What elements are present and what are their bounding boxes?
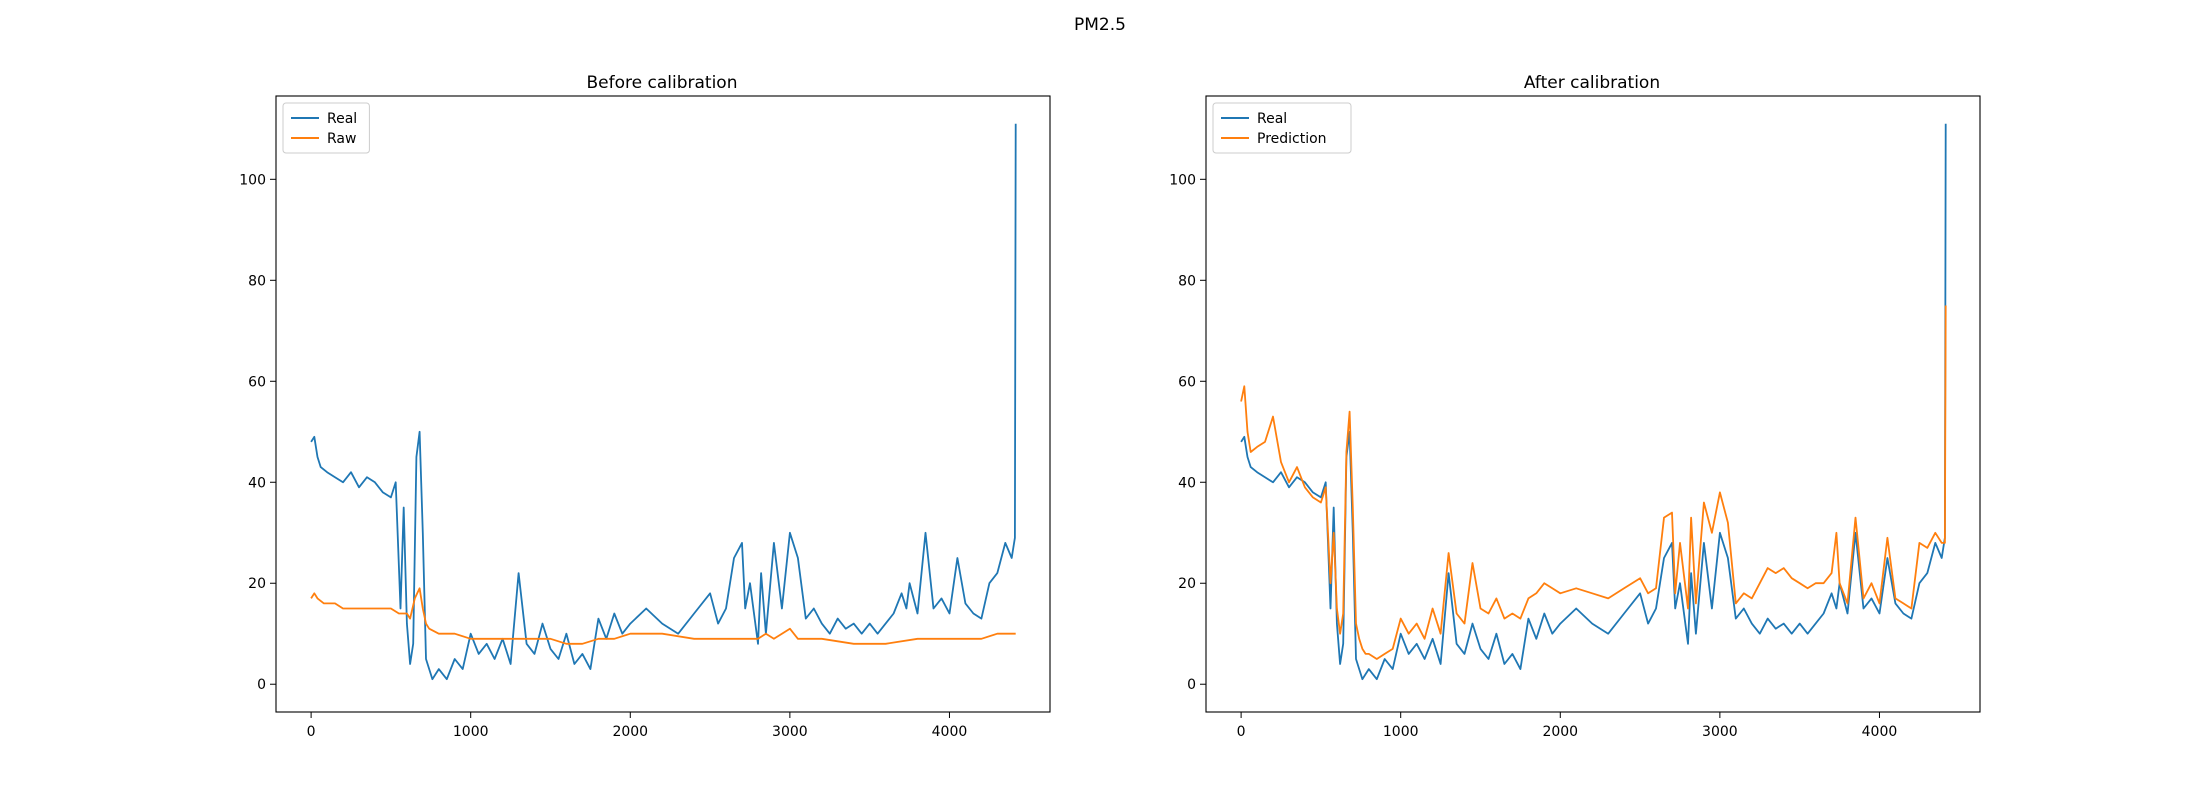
series-line-raw [310, 587, 1016, 645]
y-tick-label: 40 [248, 475, 266, 491]
figure-title: PM2.5 [1074, 15, 1126, 35]
y-tick-label: 0 [1187, 677, 1196, 693]
x-tick-label: 4000 [932, 724, 968, 740]
after-calibration-panel: After calibration 0 1000 2000 3000 4000 0 20 40… [1169, 73, 1981, 740]
y-tick-label: 40 [1178, 475, 1196, 491]
legend-box [282, 102, 370, 154]
x-tick-label: 0 [307, 724, 316, 740]
y-tick-label: 80 [248, 273, 266, 289]
series-line-real [1240, 123, 1947, 681]
series-line-prediction [1240, 305, 1947, 660]
plot-frame [1205, 95, 1981, 713]
series-line-real [310, 123, 1017, 681]
y-tick-label: 100 [239, 172, 266, 188]
x-tick-label: 2000 [1542, 724, 1578, 740]
x-tick-label: 0 [1237, 724, 1246, 740]
legend-label: Real [327, 111, 357, 127]
before-calibration-panel: Before calibration 0 1000 2000 3000 4000 0 20 4… [239, 73, 1051, 740]
plot-frame [275, 95, 1051, 713]
y-tick-label: 20 [248, 576, 266, 592]
legend-label: Real [1257, 111, 1287, 127]
x-tick-label: 2000 [612, 724, 648, 740]
x-tick-label: 3000 [772, 724, 808, 740]
y-tick-label: 80 [1178, 273, 1196, 289]
y-tick-label: 100 [1169, 172, 1196, 188]
y-tick-label: 20 [1178, 576, 1196, 592]
x-tick-label: 4000 [1862, 724, 1898, 740]
y-tick-label: 60 [248, 374, 266, 390]
panel-title: After calibration [1524, 73, 1660, 93]
legend-box [1212, 102, 1352, 154]
panel-title: Before calibration [587, 73, 738, 93]
x-tick-label: 3000 [1702, 724, 1738, 740]
y-tick-label: 0 [257, 677, 266, 693]
x-tick-label: 1000 [1383, 724, 1419, 740]
legend-label: Prediction [1257, 131, 1327, 147]
legend-label: Raw [327, 131, 356, 147]
x-tick-label: 1000 [453, 724, 489, 740]
y-tick-label: 60 [1178, 374, 1196, 390]
